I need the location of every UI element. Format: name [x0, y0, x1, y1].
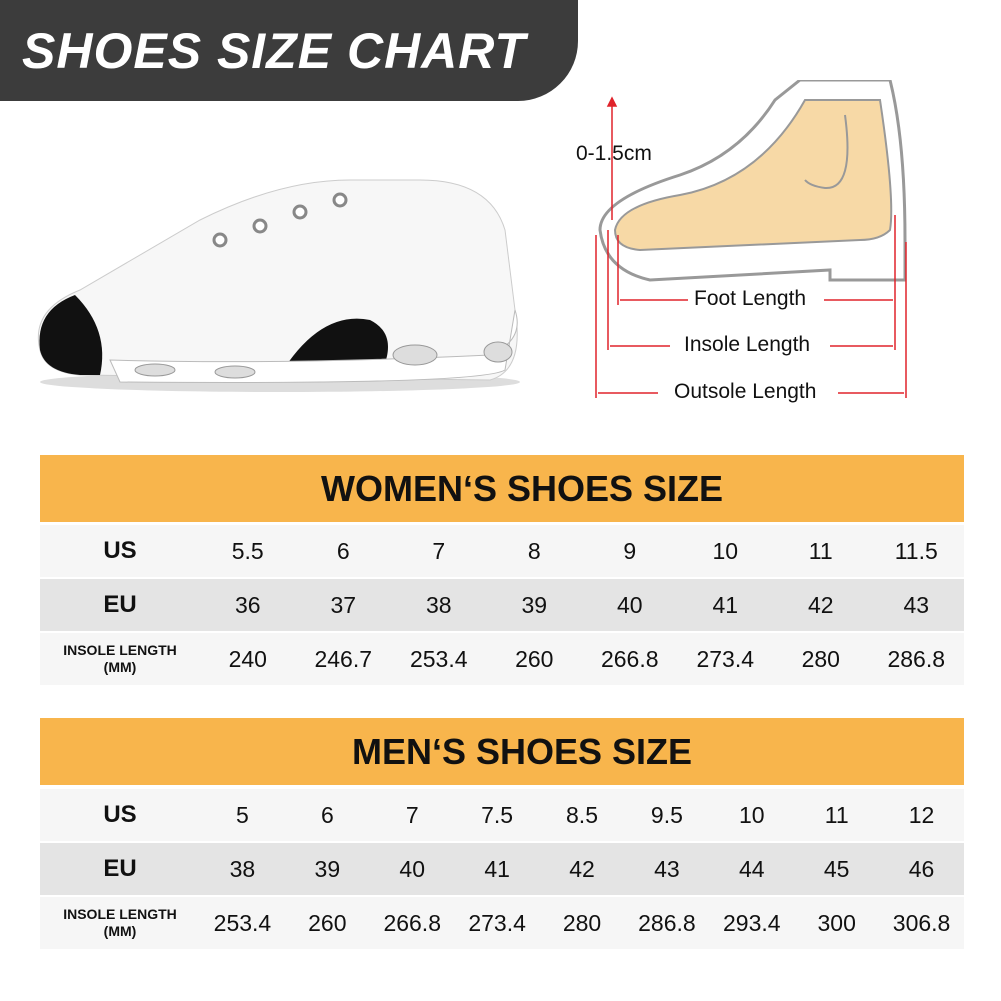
table-cell: 11	[808, 537, 833, 564]
table-cell: 12	[908, 801, 935, 828]
table-cell: 46	[908, 855, 935, 882]
table-cell: 43	[654, 855, 680, 882]
table-cell: 45	[823, 855, 850, 882]
table-cell: 39	[521, 591, 548, 618]
table-row-us: US 5.5 6 7 8 9 10 11 11.5	[40, 525, 964, 577]
table-cell: 11	[824, 801, 849, 828]
table-cell: 6	[320, 801, 334, 828]
table-cell: 253.4	[409, 645, 468, 672]
insole-length-label: Insole Length	[680, 333, 815, 357]
table-cell: 300	[817, 909, 856, 936]
table-cell: 260	[308, 909, 347, 936]
table-cell: 37	[330, 591, 357, 618]
mens-size-table: MEN‘S SHOES SIZE US 5 6 7 7.5 8.5 9.5 10 11 12 EU…	[40, 718, 964, 949]
table-cell: 266.8	[600, 645, 659, 672]
table-cell: 7	[405, 801, 419, 828]
table-cell: 266.8	[383, 909, 441, 936]
table-row-us: US 5 6 7 7.5 8.5 9.5 10 11 12	[40, 789, 964, 841]
table-cell: 40	[399, 855, 426, 882]
row-label: US	[103, 537, 137, 564]
table-cell: 44	[738, 855, 765, 882]
table-cell: 286.8	[887, 645, 946, 672]
insole-label: INSOLE LENGTH	[63, 642, 177, 658]
table-row-insole: INSOLE LENGTH (MM) 253.4 260 266.8 273.4 280 28…	[40, 897, 964, 949]
table-cell: 273.4	[468, 909, 526, 936]
row-label: INSOLE LENGTH (MM)	[40, 906, 200, 940]
table-cell: 7	[432, 537, 446, 564]
sneaker-image	[37, 179, 520, 392]
table-cell: 8.5	[566, 801, 598, 828]
outsole-length-label: Outsole Length	[670, 380, 821, 404]
table-cell: 5	[236, 801, 249, 828]
table-cell: 43	[903, 591, 930, 618]
table-cell: 306.8	[892, 909, 951, 936]
table-cell: 280	[562, 909, 602, 936]
foot-length-label: Foot Length	[690, 287, 811, 311]
table-row-eu: EU 38 39 40 41 42 43 44 45 46	[40, 843, 964, 895]
table-cell: 10	[738, 801, 765, 828]
unit-label: (MM)	[103, 923, 137, 939]
title-banner: SHOES SIZE CHART	[0, 0, 578, 101]
table-cell: 7.5	[481, 801, 514, 828]
table-cell: 5.5	[231, 537, 264, 564]
table-cell: 39	[314, 855, 341, 882]
insole-label: INSOLE LENGTH	[63, 906, 177, 922]
table-row-insole: INSOLE LENGTH (MM) 240 246.7 253.4 260 266.8 27…	[40, 633, 964, 685]
row-label: EU	[103, 855, 137, 882]
table-cell: 42	[569, 855, 595, 882]
foot-in-shoe-illustration	[595, 78, 907, 398]
table-cell: 36	[234, 591, 261, 618]
table-cell: 293.4	[723, 909, 781, 936]
table-cell: 38	[425, 591, 452, 618]
table-cell: 42	[807, 591, 834, 618]
row-label: EU	[103, 591, 137, 618]
page-title: SHOES SIZE CHART	[22, 23, 527, 79]
womens-table-heading: WOMEN‘S SHOES SIZE	[40, 455, 964, 522]
table-cell: 240	[228, 645, 267, 672]
table-cell: 8	[527, 537, 541, 564]
row-label: INSOLE LENGTH (MM)	[40, 642, 200, 676]
table-cell: 246.7	[314, 645, 373, 672]
row-label: US	[103, 801, 137, 828]
table-cell: 6	[336, 537, 350, 564]
table-cell: 253.4	[213, 909, 272, 936]
table-cell: 41	[712, 591, 739, 618]
table-cell: 9	[623, 537, 637, 564]
toe-gap-label: 0-1.5cm	[576, 142, 652, 165]
table-cell: 273.4	[696, 645, 755, 672]
mens-table-heading: MEN‘S SHOES SIZE	[40, 718, 964, 785]
table-cell: 260	[515, 645, 554, 672]
table-row-eu: EU 36 37 38 39 40 41 42 43	[40, 579, 964, 631]
table-cell: 11.5	[894, 537, 938, 564]
womens-size-table: WOMEN‘S SHOES SIZE US 5.5 6 7 8 9 10 11 11.5 EU 3…	[40, 455, 964, 685]
table-cell: 41	[484, 855, 510, 882]
table-cell: 9.5	[650, 801, 683, 828]
unit-label: (MM)	[103, 659, 137, 675]
table-cell: 280	[801, 645, 840, 672]
table-cell: 286.8	[638, 909, 696, 936]
table-cell: 38	[229, 855, 256, 882]
table-cell: 40	[616, 591, 643, 618]
foot-measurement-diagram: 0-1.5cm Foot Length Insole Length Outsol…	[560, 78, 920, 410]
table-cell: 10	[712, 537, 739, 564]
